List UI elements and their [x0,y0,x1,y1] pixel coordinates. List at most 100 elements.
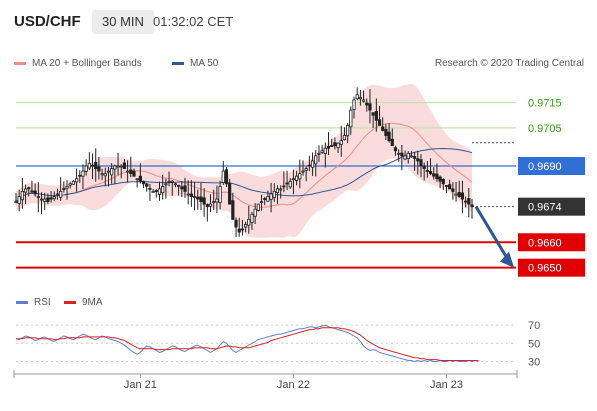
candle-body-106 [352,99,356,110]
legend-ma9-label: 9MA [82,297,103,308]
candle-body-46 [161,185,165,194]
candle-body-6 [33,190,37,195]
legend-ma50-label: MA 50 [190,58,219,69]
candle-body-96 [320,150,324,153]
candle-body-27 [100,173,104,176]
level-label-4: 0.9660 [528,237,562,249]
candle-body-2 [20,191,24,201]
candle-body-130 [428,171,433,175]
candle-body-107 [355,94,359,100]
candle-body-0 [14,201,18,204]
candle-body-15 [62,188,66,190]
candle-body-62 [212,201,216,204]
candle-body-90 [301,170,305,173]
candle-body-36 [129,169,133,175]
candle-body-3 [23,188,28,193]
candle-body-87 [291,178,296,181]
candle-body-49 [170,180,174,183]
pair-title: USD/CHF [14,13,81,30]
candle-body-58 [199,196,203,202]
candle-body-22 [84,165,88,172]
candle-body-135 [444,185,449,187]
candle-body-65 [221,170,225,184]
candle-body-66 [224,169,229,185]
candle-body-13 [55,193,60,196]
candle-body-128 [422,165,426,169]
candle-body-40 [141,180,146,185]
candle-body-129 [425,170,429,172]
legend-ma50: MA 50 [172,58,218,69]
candle-body-127 [419,159,423,167]
level-tag-5 [518,258,585,277]
candle-body-71 [240,228,245,231]
x-axis: Jan 21 Jan 22 Jan 23 [13,370,518,391]
candle-body-124 [409,155,414,158]
candle-body-42 [148,188,152,190]
candle-body-125 [413,156,417,159]
candle-body-137 [451,188,455,192]
candle-body-108 [358,97,362,100]
candle-body-117 [387,131,391,142]
candle-body-109 [361,99,366,102]
candle-body-95 [317,152,321,155]
candle-body-48 [167,180,171,183]
candle-body-75 [253,208,257,217]
candle-body-41 [145,183,149,187]
candle-body-25 [94,162,98,169]
candle-body-11 [49,197,53,200]
rsi-tick-0: 70 [528,320,540,332]
candle-body-56 [192,196,197,198]
candle-body-116 [384,129,388,136]
candle-body-81 [272,191,276,198]
candle-body-134 [441,178,445,185]
timeframe-badge[interactable]: 30 MIN [92,10,154,34]
candle-body-38 [135,178,139,181]
rsi-ma9-line [16,327,479,361]
ma50-swatch [172,62,184,65]
candle-body-10 [46,197,50,203]
candle-body-60 [205,204,209,208]
chart-header: USD/CHF 30 MIN 01:32:02 CET [0,0,597,48]
candle-body-97 [323,147,327,154]
candle-body-59 [202,197,206,205]
candle-body-112 [371,112,375,116]
candle-body-43 [151,191,155,193]
candle-body-133 [438,176,442,182]
candle-body-123 [406,152,410,159]
candle-body-126 [416,158,420,162]
bollinger-swatch [14,62,26,65]
candle-body-78 [263,198,267,200]
candle-body-74 [250,213,254,223]
candle-body-101 [336,142,340,149]
level-label-2: 0.9690 [528,161,562,173]
candle-body-28 [103,173,107,177]
candle-body-18 [71,180,75,185]
forecast-head [500,251,514,268]
candle-body-73 [247,218,251,226]
candle-body-4 [27,187,31,190]
candle-body-98 [326,145,331,149]
rsi-panel: 70 50 30 [15,320,540,368]
candle-body-89 [298,173,302,180]
candle-body-16 [65,185,69,189]
rsi-tick-2: 30 [528,356,540,368]
candle-body-52 [180,186,184,190]
ma50-line [15,147,473,202]
candle-body-19 [74,178,79,183]
candle-body-39 [138,175,142,182]
ma9-swatch [64,301,76,304]
candle-body-82 [275,188,280,194]
candle-body-24 [90,164,95,167]
candle-body-21 [81,170,85,177]
moving-averages [15,122,516,208]
candle-body-132 [435,173,439,180]
candle-body-113 [374,111,378,121]
candle-body-64 [218,185,222,203]
candle-body-85 [285,182,289,185]
candle-body-120 [397,152,401,155]
candle-body-57 [196,196,200,200]
candle-body-69 [234,219,238,228]
level-labels: 0.9715 0.9705 0.9690 0.9674 0.9660 0.9650 [518,97,585,277]
legend-ma9: 9MA [64,297,103,308]
